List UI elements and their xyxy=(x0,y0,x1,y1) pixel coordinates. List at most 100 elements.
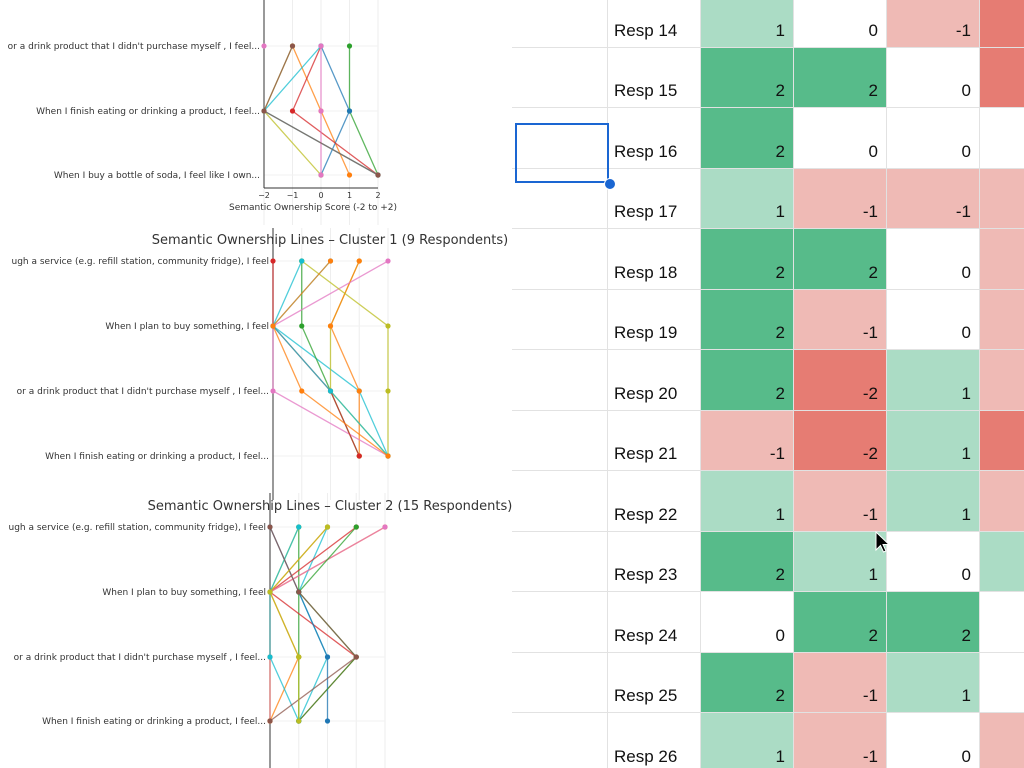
row-label-cell[interactable]: Resp 15 xyxy=(608,47,701,108)
series-line xyxy=(272,260,389,457)
empty-cell[interactable] xyxy=(512,652,608,713)
empty-cell[interactable] xyxy=(512,471,608,532)
row-label-cell[interactable]: Resp 16 xyxy=(608,108,701,169)
score-value: 1 xyxy=(775,746,785,766)
category-label: When I finish eating or drinking a produ… xyxy=(36,107,260,117)
empty-cell[interactable] xyxy=(512,289,608,350)
row-label-cell[interactable]: Resp 14 xyxy=(608,0,701,48)
score-cell[interactable]: 1 xyxy=(701,471,794,532)
score-cell[interactable]: 0 xyxy=(887,47,980,108)
score-value: 0 xyxy=(961,746,971,766)
score-cell-partial[interactable] xyxy=(980,108,1024,169)
score-cell[interactable]: 0 xyxy=(887,229,980,290)
score-value: 2 xyxy=(775,565,785,584)
score-cell[interactable]: 0 xyxy=(887,108,980,169)
score-cell[interactable]: 0 xyxy=(887,713,980,768)
empty-cell[interactable] xyxy=(512,229,608,290)
score-value: -1 xyxy=(862,202,878,221)
score-cell-partial[interactable] xyxy=(980,289,1024,350)
row-label-cell[interactable]: Resp 19 xyxy=(608,289,701,350)
x-tick-label: −1 xyxy=(287,191,299,200)
series-line xyxy=(269,526,358,722)
row-label-cell[interactable]: Resp 25 xyxy=(608,652,701,713)
row-label-cell[interactable]: Resp 17 xyxy=(608,168,701,229)
score-cell[interactable]: 2 xyxy=(794,229,887,290)
empty-cell[interactable] xyxy=(512,350,608,411)
score-cell[interactable]: -1 xyxy=(794,289,887,350)
row-label: Resp 26 xyxy=(614,746,678,766)
row-label-cell[interactable]: Resp 21 xyxy=(608,410,701,471)
score-cell[interactable]: 0 xyxy=(794,108,887,169)
score-cell[interactable]: 2 xyxy=(701,229,794,290)
score-cell[interactable]: 2 xyxy=(701,108,794,169)
empty-cell[interactable] xyxy=(512,592,608,653)
score-cell-partial[interactable] xyxy=(980,350,1024,411)
score-cell[interactable]: -1 xyxy=(794,652,887,713)
empty-cell[interactable] xyxy=(512,531,608,592)
score-cell[interactable]: 0 xyxy=(887,531,980,592)
empty-cell[interactable] xyxy=(512,168,608,229)
score-cell[interactable]: 2 xyxy=(701,289,794,350)
score-cell-partial[interactable] xyxy=(980,410,1024,471)
x-tick-label: 2 xyxy=(375,191,380,200)
score-cell[interactable]: -2 xyxy=(794,350,887,411)
score-value: 2 xyxy=(868,262,878,282)
score-cell[interactable]: 1 xyxy=(701,713,794,768)
score-cell-partial[interactable] xyxy=(980,168,1024,229)
score-cell[interactable]: -1 xyxy=(887,0,980,48)
empty-cell[interactable] xyxy=(512,713,608,768)
score-cell[interactable]: 1 xyxy=(701,0,794,48)
row-label-cell[interactable]: Resp 26 xyxy=(608,713,701,768)
cell-selection-box[interactable] xyxy=(515,123,609,183)
score-cell[interactable]: 2 xyxy=(794,592,887,653)
score-value: 1 xyxy=(775,202,785,221)
score-cell[interactable]: 2 xyxy=(887,592,980,653)
score-cell-partial[interactable] xyxy=(980,713,1024,768)
score-cell[interactable]: 1 xyxy=(701,168,794,229)
score-cell[interactable]: 2 xyxy=(701,350,794,411)
score-cell[interactable]: 0 xyxy=(701,592,794,653)
score-value: -2 xyxy=(862,383,878,403)
row-label-cell[interactable]: Resp 24 xyxy=(608,592,701,653)
score-cell[interactable]: -1 xyxy=(887,168,980,229)
score-cell[interactable]: 0 xyxy=(794,0,887,48)
fill-handle[interactable] xyxy=(604,178,616,190)
score-value: 1 xyxy=(961,504,971,524)
series-point xyxy=(327,258,334,264)
score-cell[interactable]: 0 xyxy=(887,289,980,350)
row-label-cell[interactable]: Resp 20 xyxy=(608,350,701,411)
score-cell[interactable]: 2 xyxy=(701,531,794,592)
score-cell[interactable]: 1 xyxy=(887,410,980,471)
score-cell[interactable]: -1 xyxy=(794,471,887,532)
x-tick-label: 0 xyxy=(318,191,323,200)
score-cell[interactable]: -1 xyxy=(794,713,887,768)
empty-cell[interactable] xyxy=(512,47,608,108)
score-value: 1 xyxy=(775,504,785,524)
score-cell-partial[interactable] xyxy=(980,47,1024,108)
score-cell-partial[interactable] xyxy=(980,531,1024,592)
score-cell[interactable]: -1 xyxy=(794,168,887,229)
score-cell[interactable]: 2 xyxy=(701,652,794,713)
spreadsheet-grid[interactable]: Resp 14 1 0 -1 Resp 15 2 2 0 Resp 16 2 0 0 Resp 17 1 -… xyxy=(512,0,1024,768)
score-cell-partial[interactable] xyxy=(980,592,1024,653)
empty-cell[interactable] xyxy=(512,410,608,471)
score-cell[interactable]: 1 xyxy=(887,652,980,713)
score-cell-partial[interactable] xyxy=(980,652,1024,713)
row-label-cell[interactable]: Resp 22 xyxy=(608,471,701,532)
score-cell[interactable]: 2 xyxy=(794,47,887,108)
score-cell-partial[interactable] xyxy=(980,471,1024,532)
series-point xyxy=(327,388,334,394)
score-cell[interactable]: 1 xyxy=(887,350,980,411)
row-label-cell[interactable]: Resp 18 xyxy=(608,229,701,290)
empty-cell[interactable] xyxy=(512,0,608,48)
score-cell[interactable]: 2 xyxy=(701,47,794,108)
series-point xyxy=(318,172,324,178)
row-label-cell[interactable]: Resp 23 xyxy=(608,531,701,592)
score-cell-partial[interactable] xyxy=(980,0,1024,48)
score-cell[interactable]: -2 xyxy=(794,410,887,471)
series-line xyxy=(272,260,389,457)
score-cell[interactable]: 1 xyxy=(887,471,980,532)
score-cell[interactable]: 1 xyxy=(794,531,887,592)
score-cell-partial[interactable] xyxy=(980,229,1024,290)
score-cell[interactable]: -1 xyxy=(701,410,794,471)
